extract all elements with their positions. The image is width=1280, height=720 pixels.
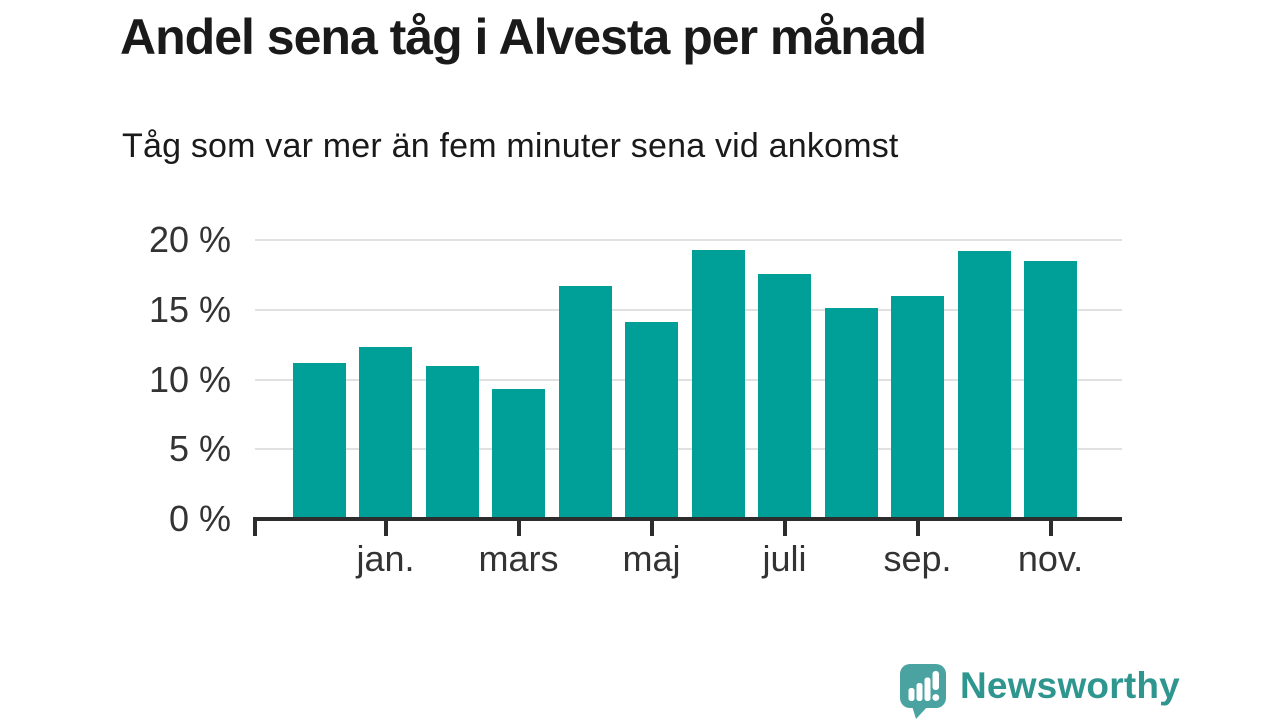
bar-11 [957,251,1011,519]
x-tick-juli [782,521,787,536]
bar-7 [691,249,745,519]
bar-6 [625,322,678,519]
bar-5 [558,286,612,519]
newsworthy-logo: Newsworthy [900,664,1180,719]
gridline-10 [255,378,1122,381]
bar-3 [425,365,479,519]
y-tick-label-20: 20 % [148,219,231,260]
chart-title: Andel sena tåg i Alvesta per månad [120,9,927,65]
x-tick-label-mars: mars [478,538,559,579]
gridline-20 [255,239,1122,241]
bar-4 [492,389,545,519]
x-tick-label-jan: jan. [356,538,415,579]
x-tick-label-nov: nov. [1017,538,1084,579]
x-tick-label-sep: sep. [883,538,952,579]
bar-10 [891,295,944,519]
bar-8 [758,273,811,519]
newsworthy-speech-bubble-chart-icon [900,664,946,719]
y-tick-label-15: 15 % [148,288,231,330]
x-axis-line [253,517,1122,521]
x-tick-label-juli: juli [762,538,807,579]
bar-chart-plot-area [255,232,1122,519]
gridline-15 [255,308,1122,311]
x-tick-label-maj: maj [622,538,681,579]
bar-1 [292,362,346,519]
y-tick-label-5: 5 % [168,428,231,470]
y-tick-label-10: 10 % [148,358,231,400]
x-tick-sep [915,521,920,536]
x-tick-mars [516,521,521,536]
bar-12 [1024,260,1077,519]
x-axis-start-tick [253,517,257,536]
chart-subtitle: Tåg som var mer än fem minuter sena vid … [122,127,899,165]
x-tick-maj [649,521,654,536]
gridline-5 [255,448,1122,451]
x-tick-jan [383,521,388,536]
y-tick-label-0: 0 % [168,498,231,539]
bar-2 [359,347,412,519]
newsworthy-logo-text: Newsworthy [960,664,1180,706]
bar-9 [824,308,878,519]
x-tick-nov [1048,521,1053,536]
